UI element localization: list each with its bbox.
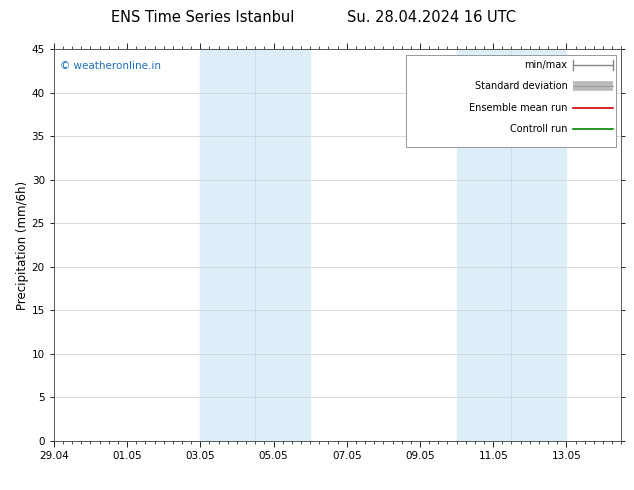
Text: © weatheronline.in: © weatheronline.in xyxy=(60,61,160,71)
Bar xyxy=(406,55,616,147)
Y-axis label: Precipitation (mm/6h): Precipitation (mm/6h) xyxy=(16,180,29,310)
Text: Su. 28.04.2024 16 UTC: Su. 28.04.2024 16 UTC xyxy=(347,10,515,24)
Text: Standard deviation: Standard deviation xyxy=(474,81,567,91)
Text: Controll run: Controll run xyxy=(510,124,567,134)
Bar xyxy=(456,49,566,441)
Text: Ensemble mean run: Ensemble mean run xyxy=(469,103,567,113)
Text: min/max: min/max xyxy=(524,60,567,70)
Bar xyxy=(200,49,310,441)
Text: ENS Time Series Istanbul: ENS Time Series Istanbul xyxy=(111,10,295,24)
